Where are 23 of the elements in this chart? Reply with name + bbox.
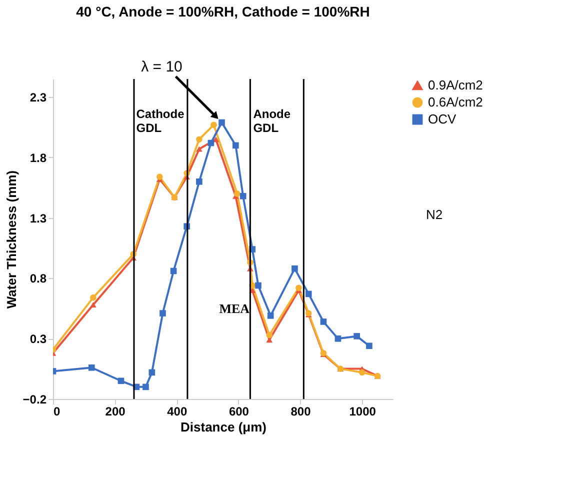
x-tick-label: 400: [167, 404, 188, 418]
legend-label: 0.6A/cm2: [428, 94, 483, 110]
x-tick-label: 200: [105, 404, 126, 418]
y-tick-label: 1.3: [30, 211, 47, 226]
x-tick-label: 1000: [349, 404, 376, 418]
annotation: Anode GDL: [253, 107, 291, 135]
legend-label: 0.9A/cm2: [428, 78, 483, 92]
x-tick-label: 800: [290, 404, 312, 418]
chart-title: 40 °C, Anode = 100%RH, Cathode = 100%RH: [76, 3, 370, 20]
x-tick-label: 0: [54, 404, 60, 418]
x-axis-title: Distance (μm): [180, 420, 266, 434]
legend-label: OCV: [428, 112, 456, 126]
text: N2: [426, 207, 443, 222]
annotation: Cathode GDL: [136, 107, 185, 135]
y-tick-label: 1.8: [30, 150, 47, 165]
annotation: MEA: [219, 301, 250, 316]
y-axis-title: Water Thickness (mm): [4, 170, 19, 309]
y-tick-label: 0.3: [30, 332, 47, 346]
y-tick-label: 0.8: [30, 272, 47, 286]
x-tick-label: 600: [228, 404, 250, 418]
annotation: λ = 10: [141, 58, 182, 76]
y-tick-label: −0.2: [22, 392, 47, 406]
y-tick-label: 2.3: [30, 90, 47, 105]
